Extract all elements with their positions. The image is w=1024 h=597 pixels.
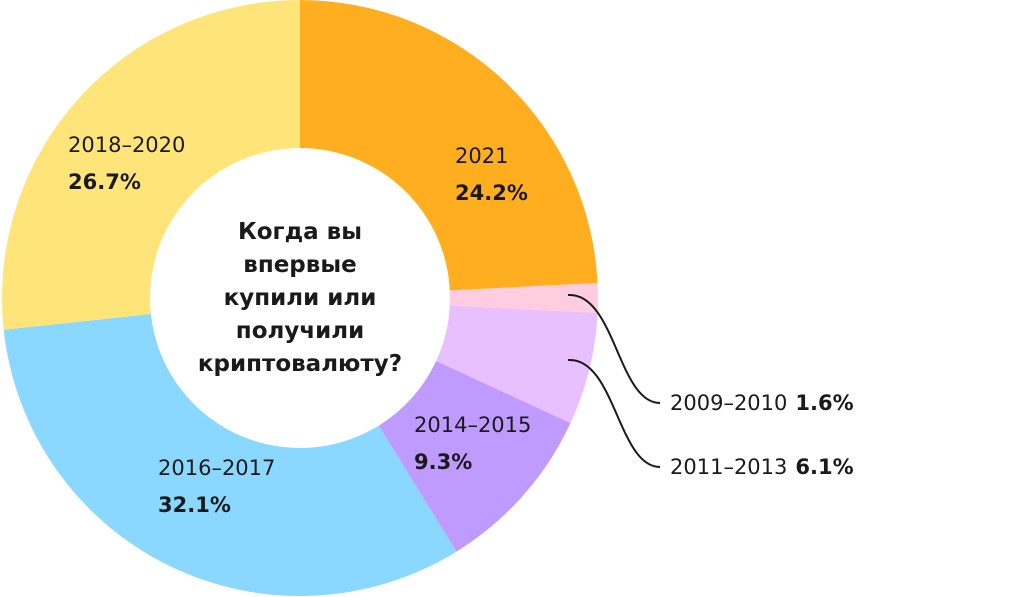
value-label: 1.6% (795, 391, 853, 415)
slice (378, 361, 571, 552)
slice (449, 283, 598, 313)
value-label: 32.1% (158, 493, 231, 517)
slice-label-group: 2009–2010 1.6% (670, 391, 854, 415)
value-label: 9.3% (414, 450, 472, 474)
value-label: 6.1% (795, 455, 853, 479)
slice-label: 2021 (455, 144, 508, 168)
slice (436, 305, 598, 424)
slice-label: 2016–2017 (158, 456, 275, 480)
slice-label: 2018–2020 (68, 133, 185, 157)
slice-label: 2011–2013 (670, 455, 787, 479)
title-box: Когда вы впервые купили или получили кри… (197, 218, 403, 377)
slice-label: 2014–2015 (414, 413, 531, 437)
slice-label: 2009–2010 (670, 391, 787, 415)
leader-line (567, 358, 661, 468)
slice (2, 0, 301, 330)
leader-line (567, 293, 661, 404)
slice (300, 0, 598, 291)
chart-title: Когда вы впервые купили или получили кри… (197, 218, 403, 377)
slice-label-group: 2011–2013 6.1% (670, 455, 854, 479)
slice (3, 313, 457, 596)
value-label: 24.2% (455, 181, 528, 205)
slices (2, 0, 598, 596)
value-label: 26.7% (68, 170, 141, 194)
